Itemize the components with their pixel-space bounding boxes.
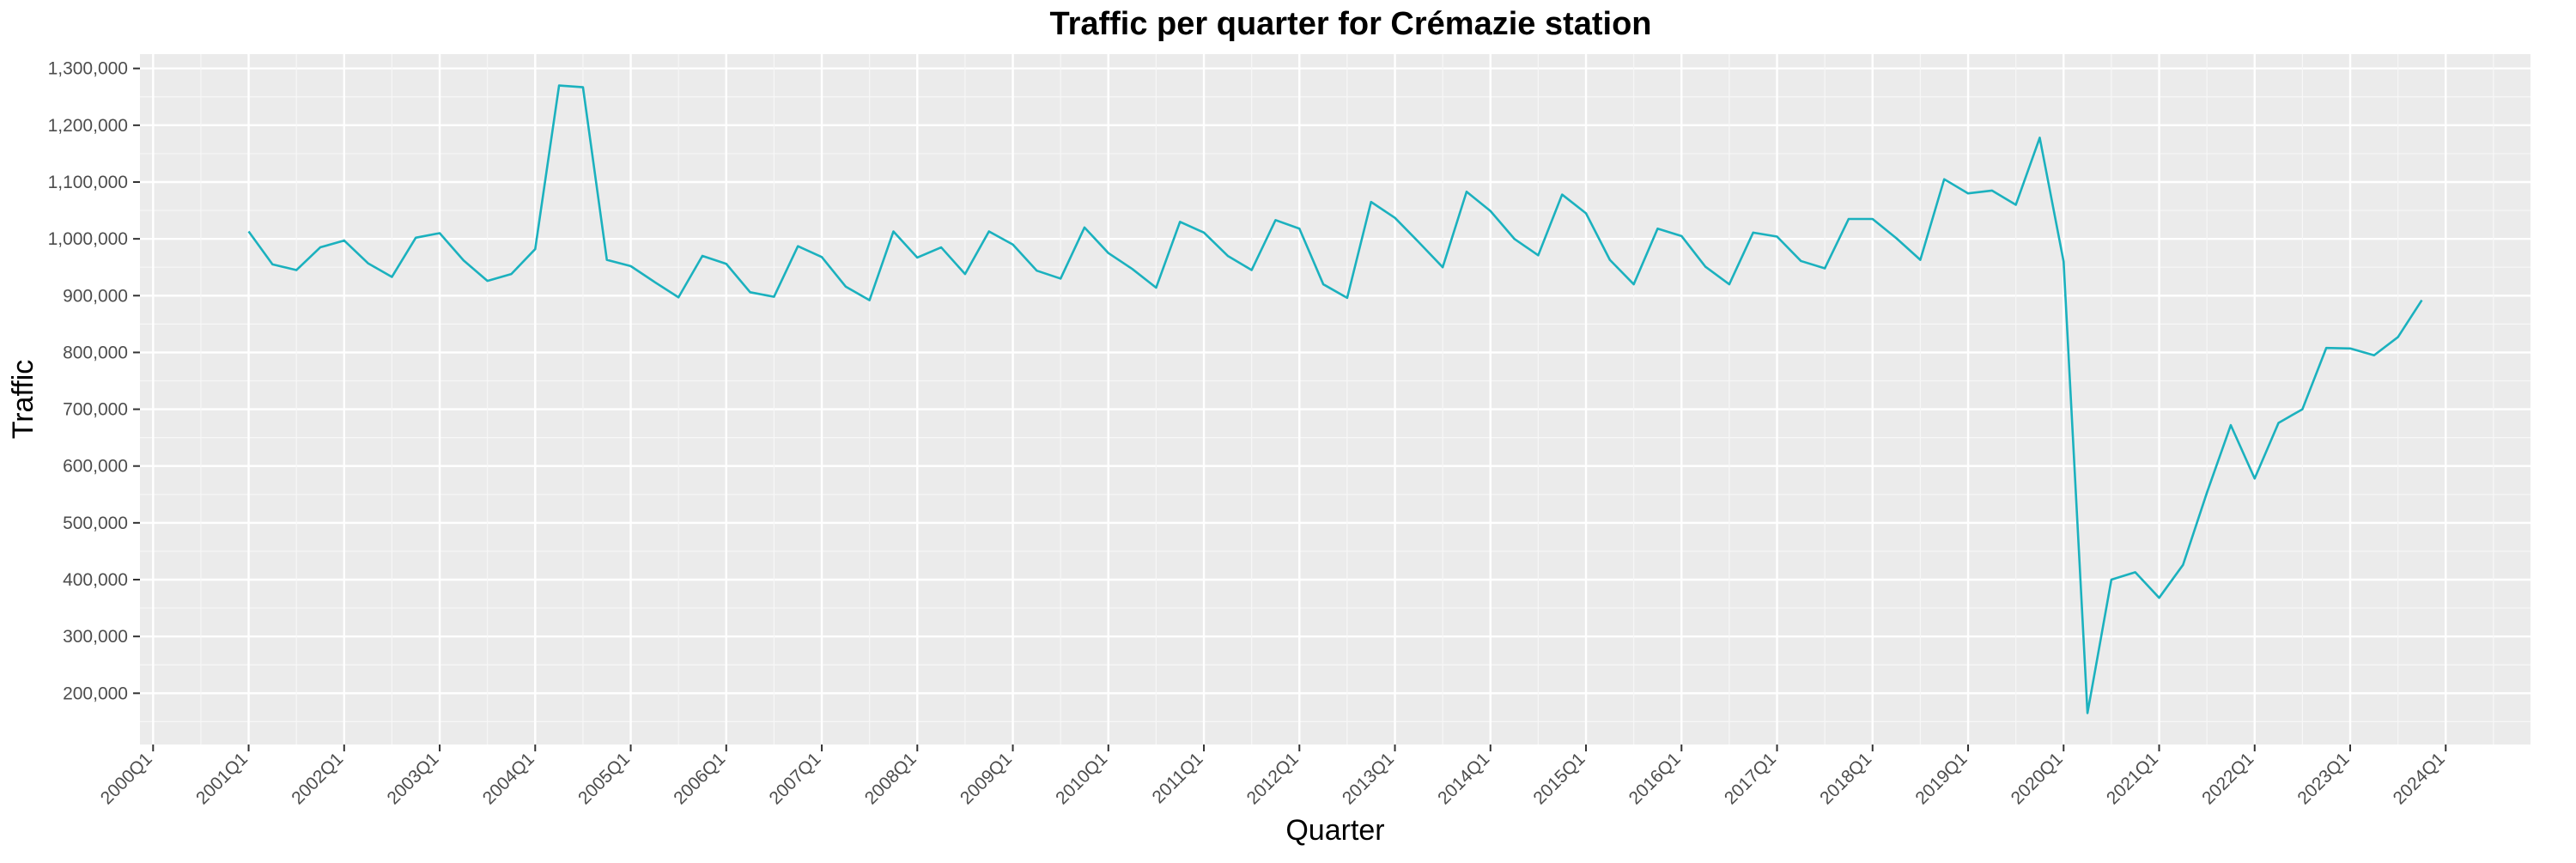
x-tick-label: 2015Q1 <box>1529 749 1589 808</box>
x-tick-label: 2000Q1 <box>97 749 156 808</box>
x-tick-label: 2017Q1 <box>1721 749 1780 808</box>
x-tick-label: 2009Q1 <box>957 749 1016 808</box>
x-tick-label: 2024Q1 <box>2390 749 2449 808</box>
x-tick-label: 2020Q1 <box>2008 749 2067 808</box>
y-tick-label: 1,200,000 <box>48 116 128 136</box>
y-tick-label: 1,100,000 <box>48 173 128 192</box>
x-axis-title: Quarter <box>1285 814 1384 847</box>
y-tick-label: 1,000,000 <box>48 229 128 249</box>
x-tick-label: 2001Q1 <box>192 749 252 808</box>
x-tick-label: 2022Q1 <box>2198 749 2257 808</box>
x-tick-label: 2010Q1 <box>1052 749 1111 808</box>
chart-title: Traffic per quarter for Crémazie station <box>1049 6 1651 42</box>
grid-lines <box>140 54 2530 744</box>
y-tick-label: 1,300,000 <box>48 59 128 79</box>
x-tick-label: 2006Q1 <box>670 749 729 808</box>
y-tick-label: 600,000 <box>63 457 128 477</box>
x-tick-label: 2019Q1 <box>1911 749 1971 808</box>
y-tick-label: 500,000 <box>63 514 128 533</box>
y-tick-label: 200,000 <box>63 684 128 703</box>
x-tick-label: 2016Q1 <box>1625 749 1685 808</box>
x-tick-label: 2002Q1 <box>288 749 347 808</box>
y-tick-label: 400,000 <box>63 570 128 590</box>
y-tick-label: 900,000 <box>63 286 128 306</box>
x-tick-label: 2003Q1 <box>383 749 442 808</box>
plot-panel <box>140 54 2530 744</box>
x-tick-label: 2005Q1 <box>574 749 634 808</box>
x-tick-label: 2011Q1 <box>1149 749 1207 807</box>
traffic-series-line <box>247 84 2423 714</box>
x-tick-label: 2007Q1 <box>765 749 824 808</box>
x-tick-label: 2012Q1 <box>1243 749 1303 808</box>
y-axis-title: Traffic <box>7 360 39 440</box>
y-tick-label: 300,000 <box>63 627 128 647</box>
x-tick-label: 2018Q1 <box>1816 749 1875 808</box>
x-tick-label: 2008Q1 <box>861 749 920 808</box>
x-tick-label: 2004Q1 <box>479 749 538 808</box>
y-tick-label: 800,000 <box>63 343 128 362</box>
x-tick-label: 2014Q1 <box>1434 749 1493 808</box>
x-tick-label: 2023Q1 <box>2293 749 2353 808</box>
x-tick-label: 2013Q1 <box>1339 749 1398 808</box>
y-tick-label: 700,000 <box>63 400 128 420</box>
x-tick-label: 2021Q1 <box>2103 749 2162 808</box>
